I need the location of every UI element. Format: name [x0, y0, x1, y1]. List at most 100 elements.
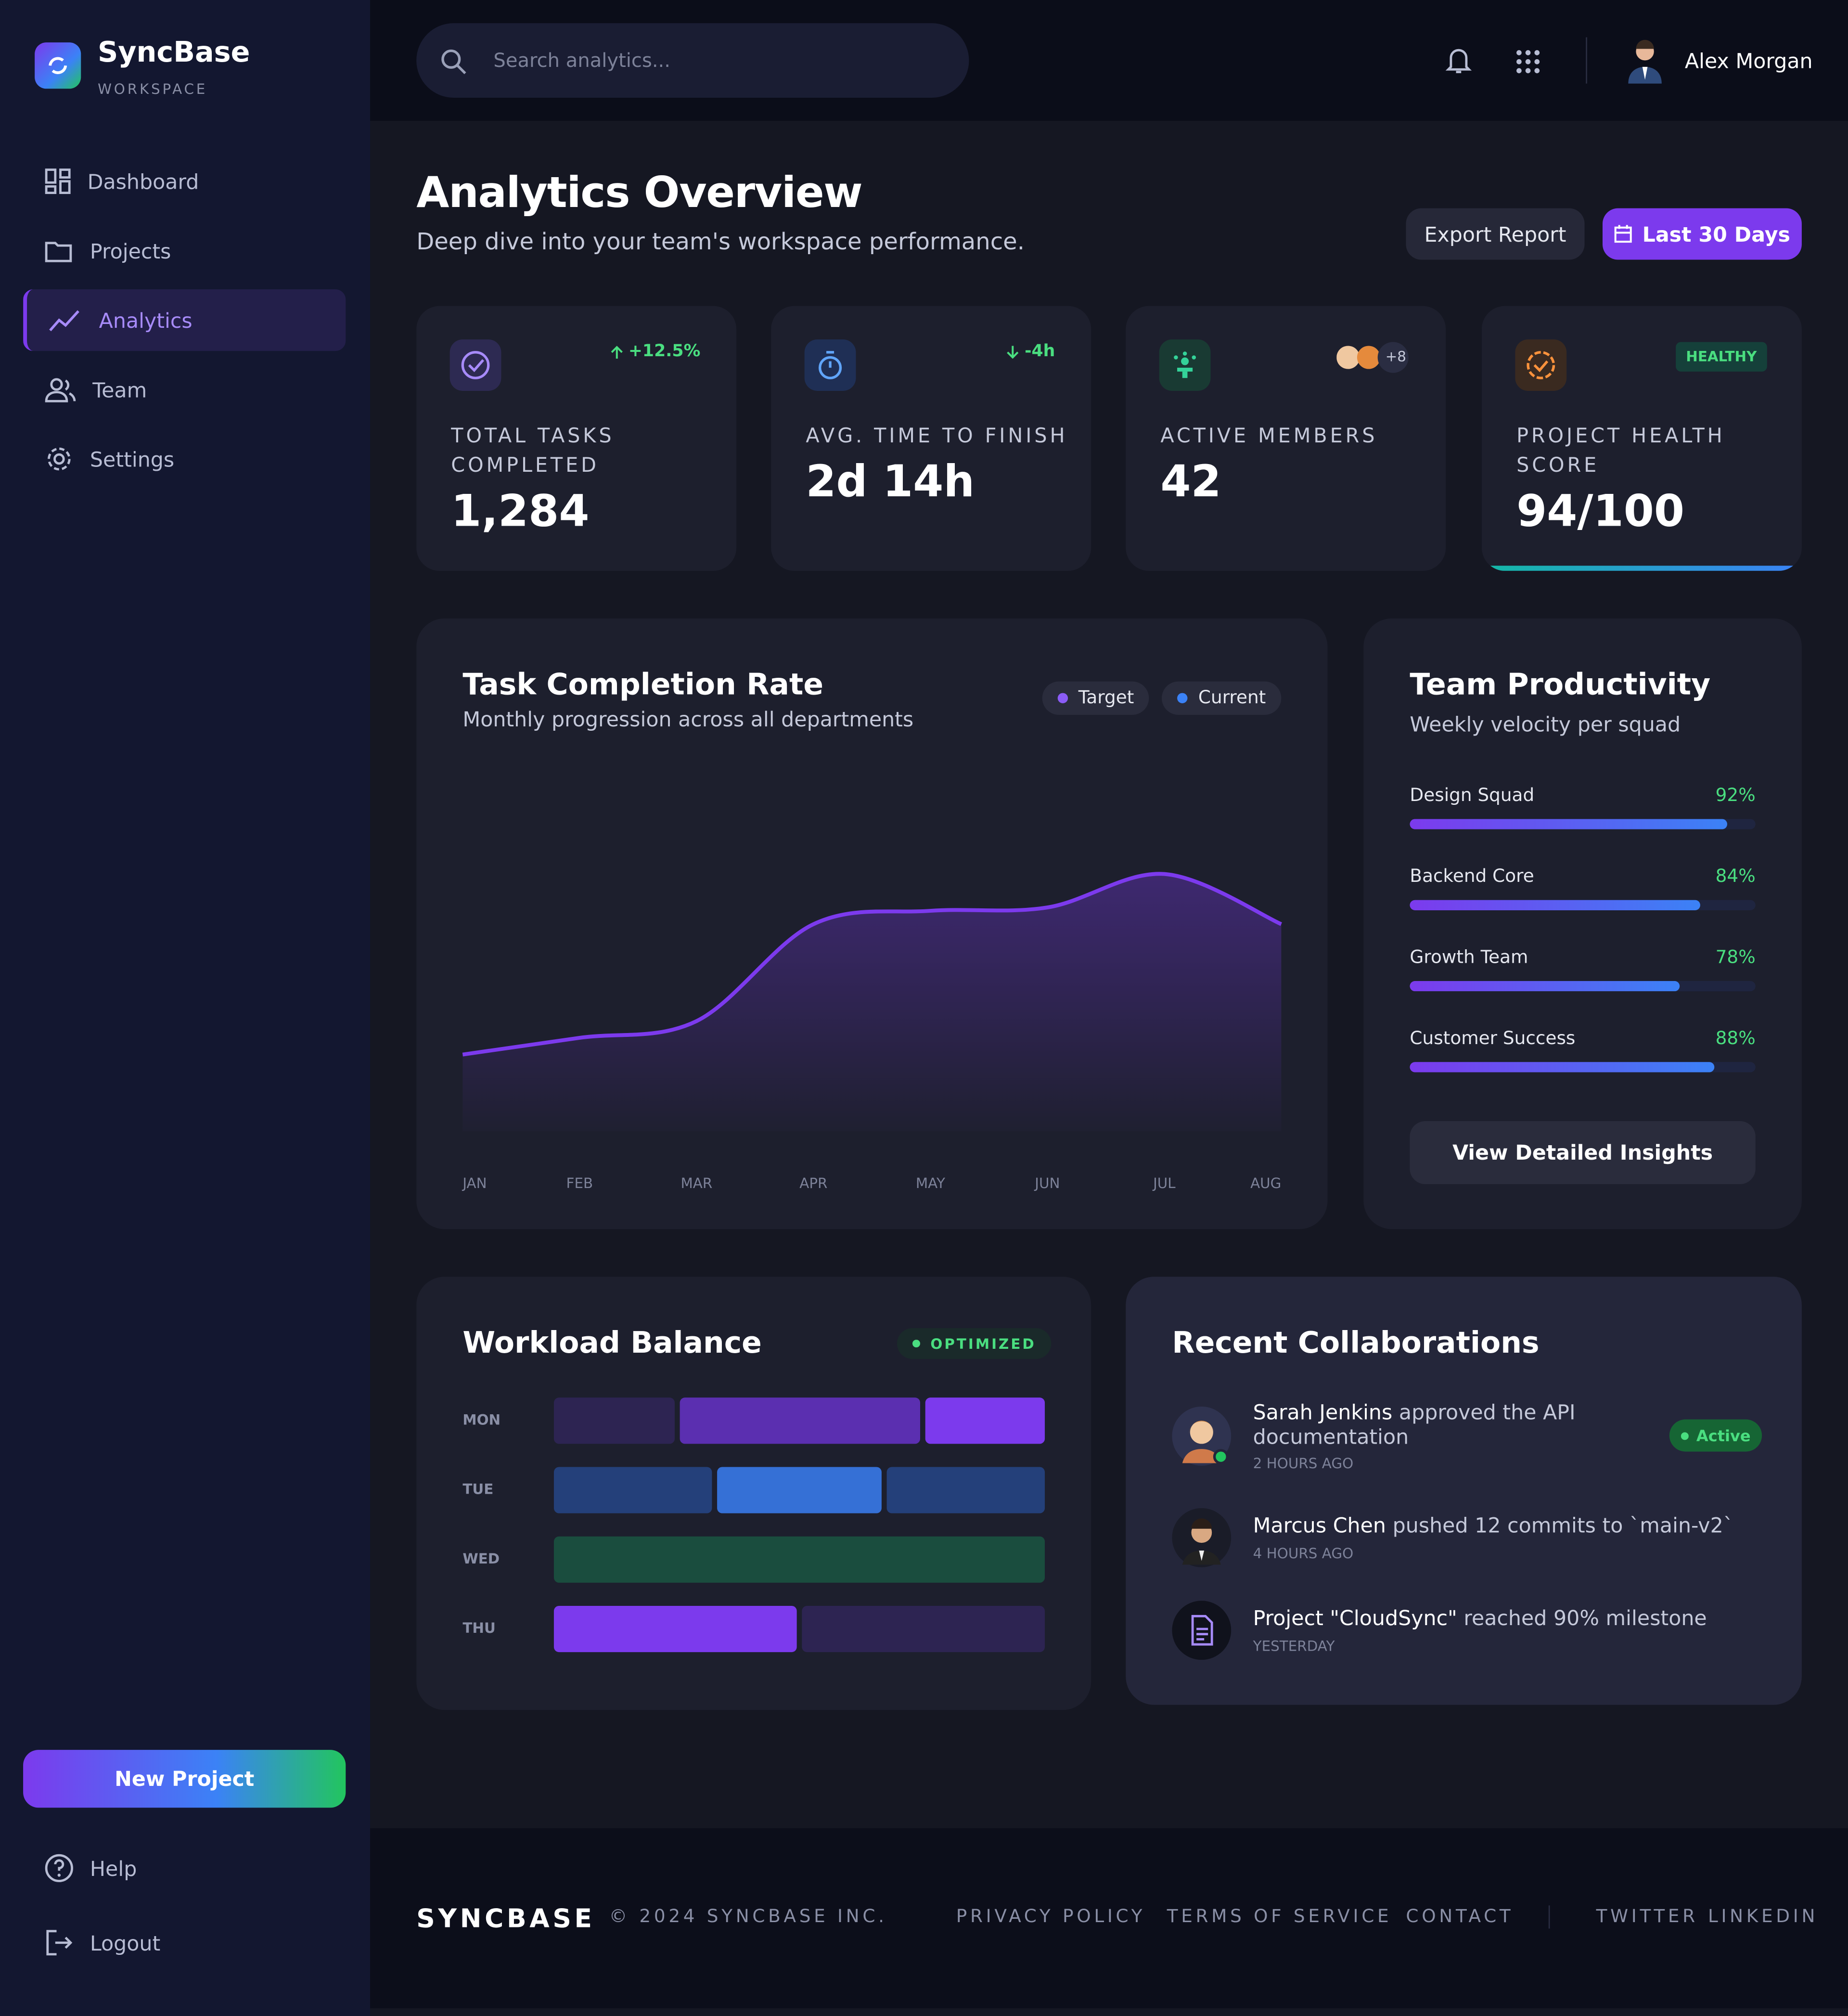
bell-icon[interactable]	[1443, 45, 1474, 76]
workload-segment	[553, 1397, 674, 1444]
progress-bar	[1410, 981, 1680, 992]
search-placeholder: Search analytics...	[493, 49, 671, 72]
workload-segment	[924, 1397, 1045, 1444]
date-range-button[interactable]: Last 30 Days	[1602, 208, 1802, 260]
area-chart: JAN FEB MAR APR MAY JUN JUL AUG	[462, 872, 1282, 1191]
social-link[interactable]: TWITTER	[1596, 1906, 1698, 1927]
completion-card: Task Completion Rate Monthly progression…	[416, 618, 1328, 1229]
icon	[461, 351, 490, 379]
progress-track	[1410, 981, 1756, 992]
footer-link[interactable]: TERMS OF SERVICE	[1167, 1906, 1392, 1927]
page-subtitle: Deep dive into your team's workspace per…	[416, 229, 1025, 256]
stat-icon	[1159, 339, 1211, 391]
legend-dot	[1057, 693, 1068, 703]
nav-item[interactable]: Settings	[23, 428, 346, 490]
chart-subtitle: Monthly progression across all departmen…	[462, 707, 914, 732]
footer-link[interactable]: PRIVACY POLICY	[956, 1906, 1146, 1927]
logo	[35, 42, 81, 89]
stat-label: PROJECT HEALTH SCORE	[1516, 424, 1725, 477]
progress-bar	[1410, 900, 1700, 910]
stat-label: TOTAL TASKS COMPLETED	[451, 424, 615, 477]
actor: Sarah Jenkins	[1253, 1400, 1393, 1425]
chart-title: Task Completion Rate	[462, 668, 823, 702]
nav-item[interactable]: Dashboard	[23, 150, 346, 212]
footer	[370, 1828, 1848, 2008]
squad-value: 92%	[1715, 785, 1756, 806]
card-title: Recent Collaborations	[1172, 1327, 1540, 1360]
dot	[912, 1340, 921, 1348]
legend: Target Current	[1042, 681, 1282, 715]
nav-label: Team	[92, 377, 147, 402]
progress-bar	[1410, 819, 1728, 829]
x-tick-label: APR	[799, 1175, 827, 1191]
activity-time: YESTERDAY	[1253, 1638, 1335, 1655]
help-label: Help	[90, 1856, 137, 1881]
export-button[interactable]: Export Report	[1406, 208, 1585, 260]
progress-track	[1410, 1062, 1756, 1073]
health-bar	[1481, 566, 1802, 571]
new-project-button[interactable]: New Project	[23, 1750, 346, 1808]
icon	[819, 351, 842, 379]
squad-value: 84%	[1715, 866, 1756, 887]
day-label: WED	[462, 1551, 500, 1567]
stat-card: -4h AVG. TIME TO FINISH 2d 14h	[771, 306, 1091, 571]
x-tick-label: FEB	[566, 1175, 593, 1191]
icon	[45, 1854, 73, 1882]
card-title: Workload Balance	[462, 1327, 762, 1360]
activity-time: 2 HOURS AGO	[1253, 1455, 1354, 1473]
icon	[45, 242, 72, 262]
optimized-badge: OPTIMIZED	[897, 1328, 1052, 1359]
arrow-up	[611, 345, 623, 358]
document-icon	[1172, 1601, 1232, 1660]
workload-segment	[802, 1605, 1045, 1653]
icon	[46, 1930, 73, 1956]
productivity-card: Team Productivity Weekly velocity per sq…	[1363, 618, 1802, 1229]
nav-item[interactable]: Projects	[23, 220, 346, 282]
workspace: WORKSPACE	[97, 81, 208, 98]
user-avatar[interactable]	[1623, 36, 1667, 85]
logout-link[interactable]: Logout	[23, 1912, 346, 1974]
x-tick-label: JUN	[1034, 1175, 1060, 1191]
stat-value: 2d 14h	[806, 456, 975, 508]
apps-icon[interactable]	[1514, 48, 1542, 76]
workload-segment	[718, 1467, 881, 1513]
footer-link[interactable]: CONTACT	[1406, 1906, 1514, 1927]
nav-label: Settings	[90, 447, 175, 471]
action: approved the API documentation	[1253, 1400, 1576, 1449]
health-badge: HEALTHY	[1675, 342, 1767, 372]
stat-label: ACTIVE MEMBERS	[1160, 424, 1378, 448]
button-label: View Detailed Insights	[1452, 1140, 1713, 1165]
stat-card: +8 ACTIVE MEMBERS 42	[1126, 306, 1446, 571]
stat-label: AVG. TIME TO FINISH	[806, 424, 1068, 448]
search-box[interactable]: Search analytics...	[416, 23, 969, 98]
brand: SyncBase	[97, 37, 250, 70]
icon	[1527, 351, 1555, 379]
logo-icon	[49, 57, 67, 74]
nav-item[interactable]: Team	[23, 359, 346, 420]
legend-dot	[1178, 693, 1188, 703]
nav-item-active[interactable]: Analytics	[23, 289, 346, 351]
activity-text: Sarah Jenkins approved the API documenta…	[1253, 1400, 1639, 1449]
squad-value: 78%	[1715, 947, 1756, 969]
progress-track	[1410, 900, 1756, 910]
collaborations-card: Recent Collaborations Sarah Jenkins appr…	[1126, 1277, 1802, 1705]
actor: Marcus Chen	[1253, 1513, 1386, 1538]
workload-segment	[886, 1467, 1045, 1513]
logout-label: Logout	[90, 1930, 161, 1955]
x-tick-label: JUL	[1152, 1175, 1176, 1191]
social-link[interactable]: LINKEDIN	[1707, 1906, 1819, 1927]
member-avatars	[1336, 342, 1409, 373]
button-label: Export Report	[1424, 221, 1566, 246]
action: pushed 12 commits to `main-v2`	[1392, 1513, 1734, 1538]
day-label: MON	[462, 1411, 501, 1429]
help-link[interactable]: Help	[23, 1837, 346, 1899]
button-label: Last 30 Days	[1642, 221, 1790, 246]
button-label: New Project	[115, 1766, 255, 1791]
squad-name: Customer Success	[1410, 1028, 1576, 1049]
legend-item: Current	[1162, 681, 1282, 715]
insights-button[interactable]: View Detailed Insights	[1410, 1121, 1756, 1184]
badge-text: -4h	[1025, 342, 1055, 362]
icon	[1174, 351, 1196, 378]
divider	[1548, 1905, 1550, 1929]
